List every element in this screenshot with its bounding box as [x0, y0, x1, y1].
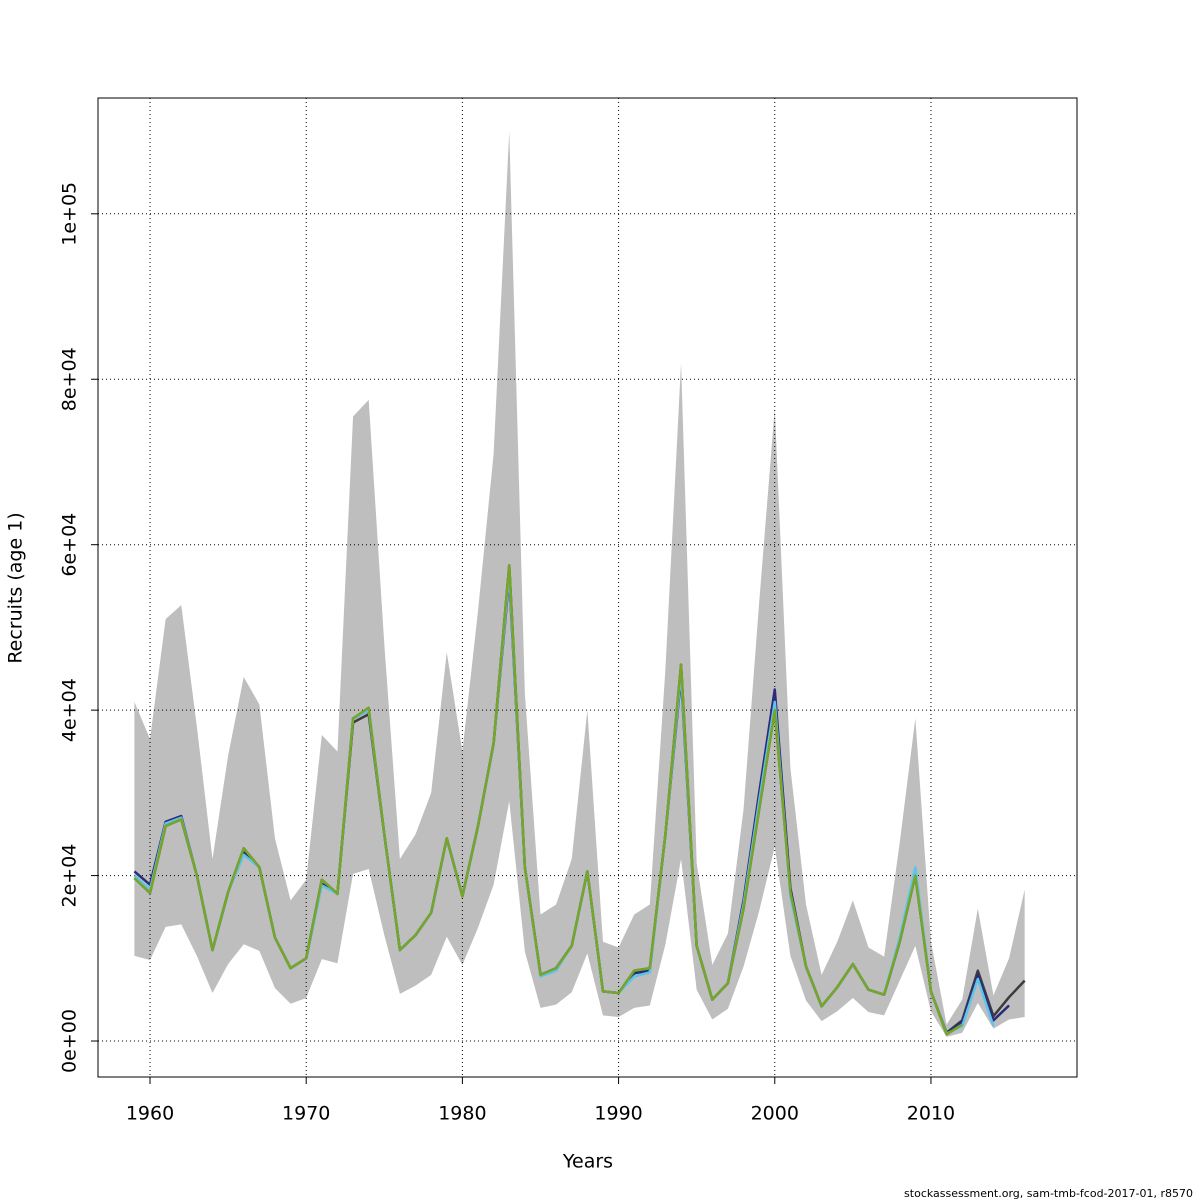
plot-frame [97, 97, 1078, 1078]
x-tick-label: 1960 [126, 1103, 174, 1125]
x-tick-label: 2000 [751, 1103, 799, 1125]
y-tick-label: 0e+00 [59, 1009, 81, 1073]
y-axis-label: Recruits (age 1) [5, 512, 27, 663]
confidence-band [134, 131, 1025, 1037]
footer: stockassessment.org, sam-tmb-fcod-2017-0… [904, 1187, 1193, 1200]
x-tick-label: 1970 [282, 1103, 330, 1125]
x-axis-label: Years [562, 1151, 613, 1173]
series-line [133, 564, 963, 1036]
y-tick-label: 1e+05 [59, 182, 81, 246]
x-tick-label: 1980 [438, 1103, 486, 1125]
x-tick-label: 2010 [907, 1103, 955, 1125]
y-tick-label: 6e+04 [59, 513, 81, 577]
y-tick-label: 8e+04 [59, 347, 81, 411]
x-tick-label: 1990 [594, 1103, 642, 1125]
y-tick-label: 2e+04 [59, 844, 81, 908]
y-tick-label: 4e+04 [59, 678, 81, 742]
